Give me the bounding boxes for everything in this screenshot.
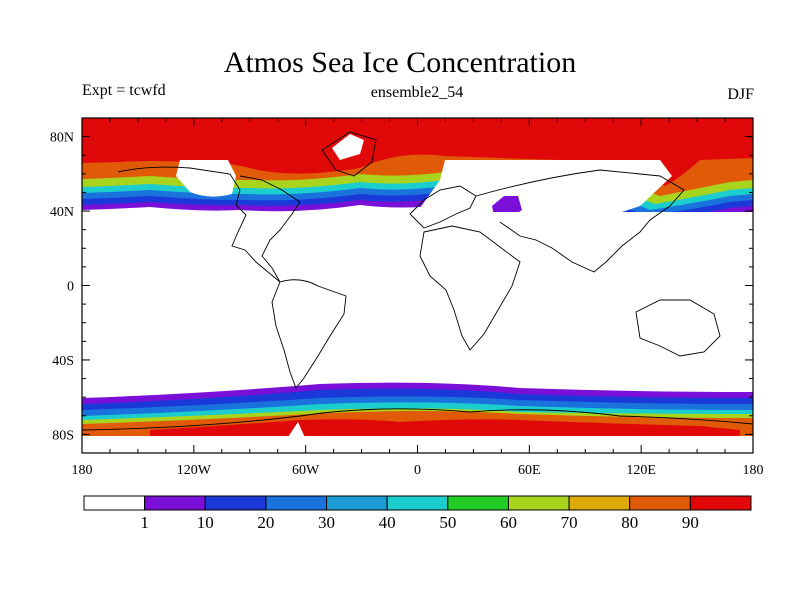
arctic-band-core [82,118,753,186]
coast-north-america [117,166,301,283]
coastlines [82,131,753,431]
colorbar-level-label: 30 [318,513,335,532]
ensemble-subtitle: ensemble2_54 [370,84,464,101]
colorbar-level-label: 80 [621,513,638,532]
colorbar-level-label: 90 [682,513,699,532]
colorbar-level-label: 10 [197,513,214,532]
colorbar: 1 10 20 30 40 50 60 70 80 90 [83,495,752,532]
antarctic-notch-west [286,422,306,440]
colorbar-level-label: 50 [439,513,456,532]
greenland-ice-free [332,134,364,160]
antarctic-ice-free-bottom [82,436,753,453]
coast-africa [419,225,521,351]
colorbar-swatch [507,495,570,511]
lon-tick-label: 0 [414,463,421,478]
experiment-label: Expt = tcwfd [82,82,166,99]
coast-europe [409,185,477,229]
lat-tick-label: 40N [50,205,74,220]
colorbar-swatch [144,495,206,511]
colorbar-swatch [265,495,328,511]
colorbar-swatch [447,495,509,511]
colorbar-level-label: 20 [257,513,274,532]
coast-south-america [271,279,347,389]
colorbar-level-label: 60 [500,513,517,532]
colorbar-swatch [204,495,267,511]
coast-antarctica [82,408,753,431]
lon-tick-label: 60W [292,463,320,478]
north-america-ice-free [176,160,236,197]
eurasia-ice-free [420,160,672,216]
lat-tick-label: 80S [52,428,74,443]
lon-tick-label: 180 [743,463,764,478]
latitude-axis: 80N 40N 0 40S 80S [50,131,753,443]
coast-asia [475,169,685,273]
coast-greenland [321,131,377,177]
lat-tick-label: 40S [52,354,74,369]
map-title: Atmos Sea Ice Concentration [223,46,577,79]
colorbar-level-label: 1 [140,513,149,532]
ice-concentration-field [82,118,753,453]
coast-australia [635,299,721,357]
lat-tick-label: 80N [50,131,74,146]
colorbar-swatch [386,495,449,511]
colorbar-swatch [568,495,631,511]
colorbar-level-label: 40 [379,513,396,532]
colorbar-swatch [689,495,752,511]
season-label: DJF [727,86,754,103]
lon-tick-label: 60E [518,463,541,478]
colorbar-swatch [629,495,691,511]
colorbar-level-label: 70 [561,513,578,532]
lon-tick-label: 180 [72,463,93,478]
longitude-axis: 180 120W 60W 0 60E 120E 180 [72,118,764,478]
lon-tick-label: 120E [626,463,656,478]
colorbar-swatch [83,495,146,511]
lon-tick-label: 120W [177,463,212,478]
lat-tick-label: 0 [67,280,74,295]
colorbar-swatch [326,495,388,511]
